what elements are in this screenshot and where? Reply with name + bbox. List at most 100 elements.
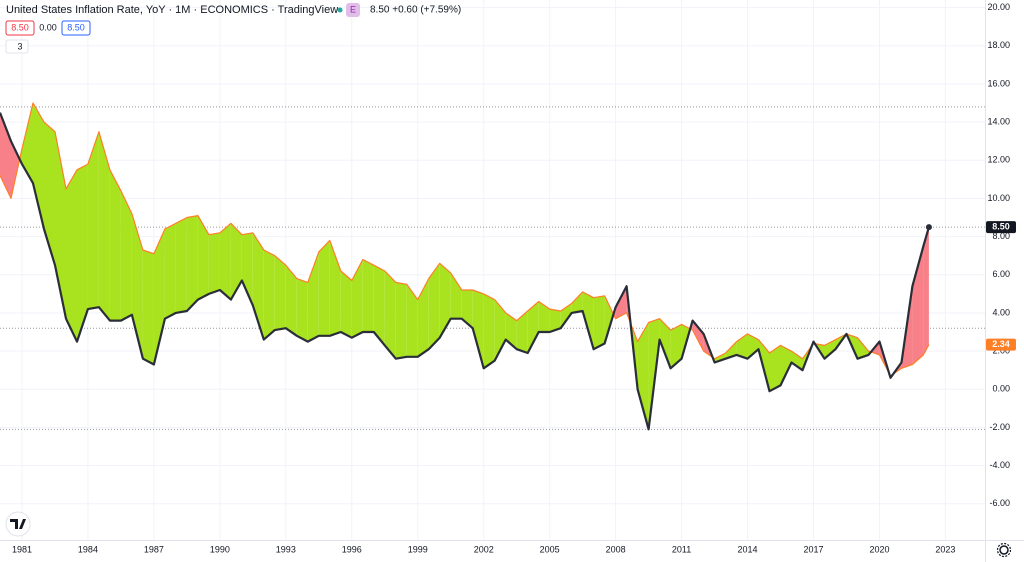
source-badge: E [350,4,356,14]
indicator-toggle[interactable] [5,39,29,54]
fill-area [769,345,781,392]
x-tick-label: 1987 [144,544,164,554]
last-value-tag [986,221,1016,234]
fill-area [461,290,473,329]
x-tick-label: 2008 [606,544,626,554]
fill-area [637,322,649,430]
fill-area [241,232,253,306]
settings-icon[interactable] [996,542,1012,558]
fill-area [44,122,55,266]
series-line [0,102,930,377]
last-value-label: 2.34 [992,339,1010,349]
fill-area [747,333,759,359]
fill-area [77,164,88,342]
fill-area [362,259,374,332]
badge: 0.00 [39,22,57,32]
fill-area [219,223,231,300]
lines [0,102,932,431]
fill-area [923,227,929,355]
fill-area [66,169,77,342]
fill-area [428,263,440,350]
fill-area [186,215,198,311]
fill-area [615,286,627,319]
fill-area [439,263,451,338]
fill-area [527,301,539,353]
fill-area [296,278,308,342]
y-tick-label: 8.00 [992,231,1010,241]
fill-area [450,272,462,319]
fill-area [571,291,583,313]
y-tick-label: 4.00 [992,307,1010,317]
x-tick-label: 2011 [672,544,691,554]
x-tick-label: 1993 [276,544,296,554]
fill-area [98,131,110,321]
y-tick-label: 10.00 [987,193,1010,203]
badge-box [5,20,35,36]
fill-area [197,215,209,300]
y-tick-label: 16.00 [987,78,1010,88]
x-tick-label: 1984 [78,544,98,554]
fill-area [351,259,363,338]
fill-area [33,103,44,229]
fill-area [912,246,924,365]
fill-area [538,301,550,332]
y-tick-label: 12.00 [987,155,1010,165]
fill-area [373,265,385,346]
badge: 8.50 [67,22,85,32]
fill-area [164,223,176,319]
badge: 8.50 [11,22,29,32]
source-badge-bg [346,3,360,17]
fill-area [593,295,605,350]
series-line [0,112,930,431]
fill-area [791,351,803,371]
status-dot [337,7,343,13]
x-tick-label: 2002 [474,544,494,554]
fill-area [285,265,297,336]
x-tick-label: 1996 [342,544,362,554]
fill-area [153,229,165,365]
fill-area [714,353,726,363]
fill-area [274,255,286,331]
fill-area [340,271,352,338]
y-tick-label: -2.00 [989,422,1010,432]
y-tick-label: 6.00 [992,269,1010,279]
fill-area [175,217,187,313]
fill-area [516,311,528,353]
x-tick-label: 2017 [803,544,823,554]
fill-area [692,320,704,352]
fill-area [780,345,792,386]
y-tick-label: 20.00 [987,2,1010,12]
y-tick-label: 14.00 [987,116,1010,126]
fill-area [307,251,319,342]
y-tick-label: 0.00 [992,384,1010,394]
chart-title: United States Inflation Rate, YoY · 1M ·… [6,4,338,16]
fill-area [395,282,407,359]
badge-box [61,20,91,36]
fill-area [494,299,506,361]
fill-area [659,318,671,369]
last-value-label: 8.50 [992,221,1010,231]
tradingview-logo[interactable] [5,511,31,537]
x-tick-label: 2005 [540,544,560,554]
fill-area [263,250,275,340]
fill-area [604,295,614,344]
fill-area [120,190,132,321]
fill-area [384,271,396,359]
fill-area [549,309,561,332]
y-tick-label: 18.00 [987,40,1010,50]
fill-area [505,312,517,350]
fill-area [670,324,682,369]
fill-area [582,291,594,350]
fill-area [472,290,484,369]
y-tick-label: -6.00 [989,498,1010,508]
header-quote: 8.50 +0.60 (+7.59%) [370,5,461,16]
fill-area [142,250,154,365]
x-tick-label: 1999 [408,544,428,554]
fill-area [230,223,242,300]
y-tick-label: -4.00 [989,460,1010,470]
fill-area [725,341,737,359]
fill-area [109,169,121,321]
fill-area [22,103,33,184]
indicator-count[interactable]: 3 [17,41,22,51]
